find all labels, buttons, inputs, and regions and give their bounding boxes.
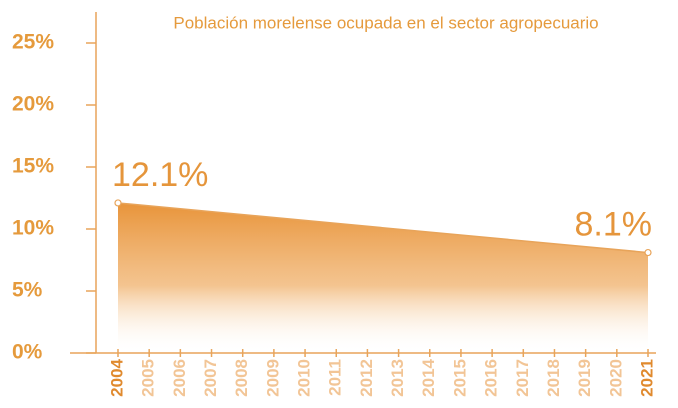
x-tick-label: 2019	[575, 359, 594, 397]
chart: Población morelense ocupada en el sector…	[0, 0, 678, 408]
chart-title: Población morelense ocupada en el sector…	[173, 13, 598, 32]
x-tick-label: 2012	[357, 359, 376, 397]
y-tick-label: 10%	[12, 217, 54, 240]
area-fill	[118, 203, 648, 353]
x-tick-label: 2005	[139, 359, 158, 397]
x-tick-label: 2010	[295, 359, 314, 397]
point	[645, 250, 651, 256]
point	[115, 200, 121, 206]
x-tick-label: 2020	[606, 359, 625, 397]
x-tick-label: 2015	[450, 359, 469, 397]
value-label: 12.1%	[112, 156, 208, 194]
y-tick-label: 20%	[12, 93, 54, 116]
x-tick-label: 2013	[388, 359, 407, 397]
x-tick-label: 2009	[263, 359, 282, 397]
x-tick-label: 2017	[513, 359, 532, 397]
x-tick-label: 2011	[326, 359, 345, 396]
y-tick-label: 0%	[12, 341, 43, 364]
x-tick-label: 2016	[482, 359, 501, 397]
y-tick-label: 5%	[12, 279, 43, 302]
x-tick-label: 2014	[419, 358, 438, 396]
x-tick-label: 2018	[544, 359, 563, 397]
y-tick-label: 25%	[12, 31, 54, 54]
x-tick-label: 2004	[107, 358, 126, 396]
value-label: 8.1%	[575, 206, 653, 244]
x-tick-label: 2006	[170, 359, 189, 397]
x-tick-label: 2007	[201, 359, 220, 397]
x-tick-label: 2008	[232, 359, 251, 397]
x-tick-label: 2021	[637, 359, 656, 397]
y-tick-label: 15%	[12, 155, 54, 178]
